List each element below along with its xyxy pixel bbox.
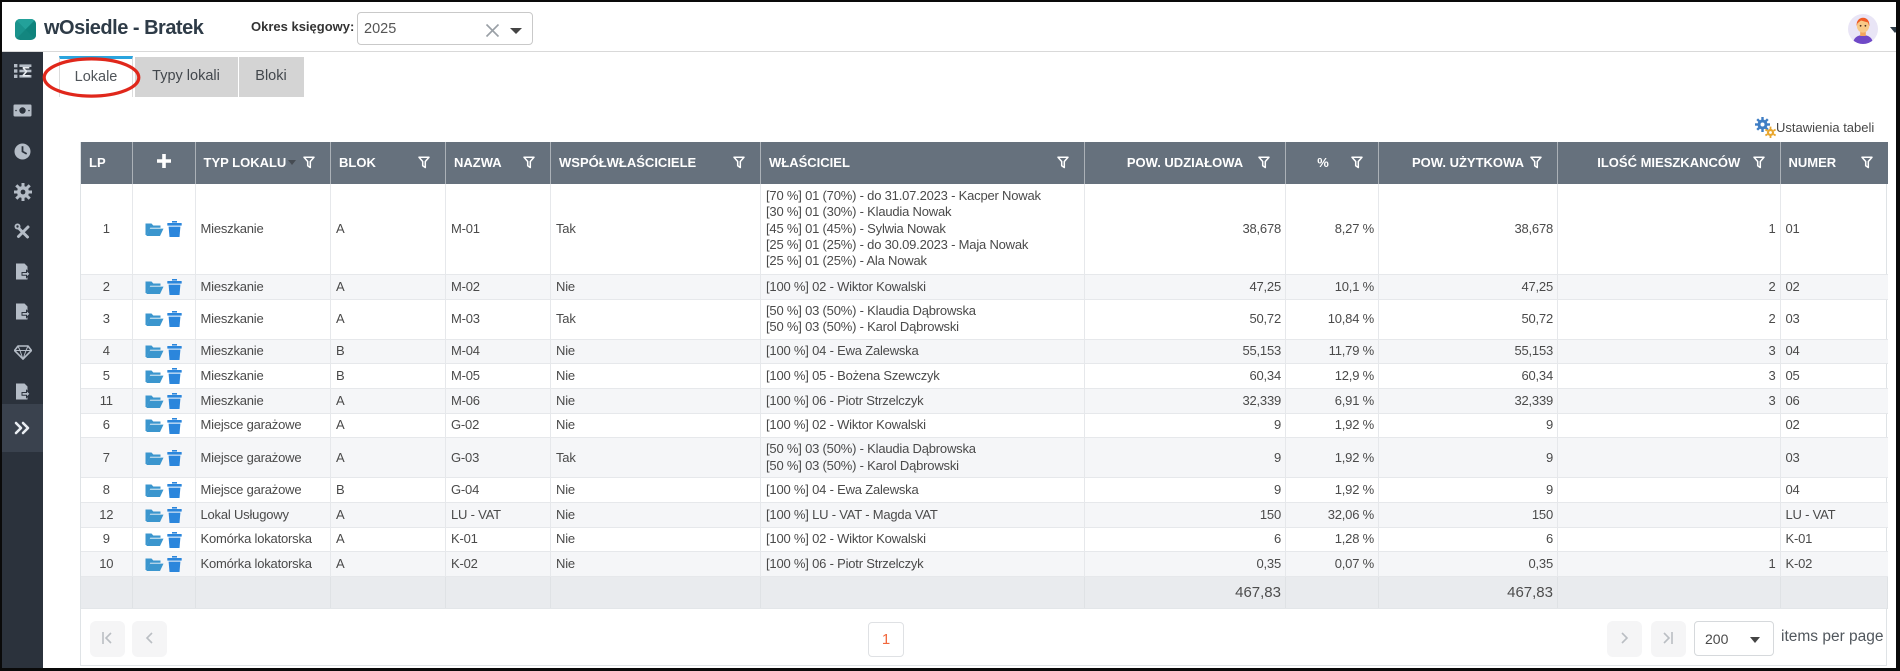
svg-text:Σ: Σ <box>22 65 30 80</box>
